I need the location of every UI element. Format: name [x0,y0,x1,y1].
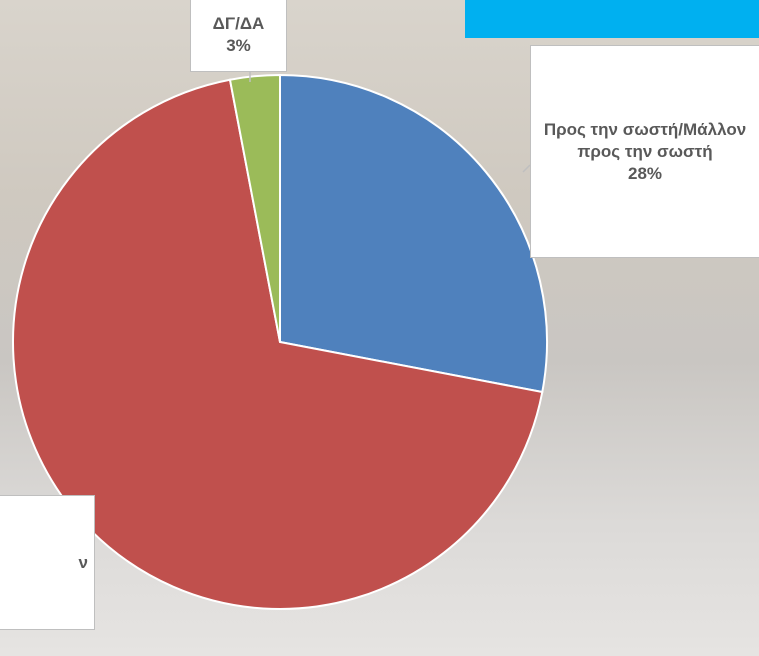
pie-slice [279,73,548,394]
data-label: ΔΓ/ΔΑ 3% [190,0,287,72]
value-label: 28% [627,163,663,183]
leader-line [522,164,531,173]
data-label: Προς την σωστή/Μάλλον προς την σωστή 28% [530,45,759,258]
category-label: Προς την σωστή/Μάλλον προς την σωστή [543,119,747,161]
category-label: ν [78,552,88,572]
data-label: ν [0,495,95,630]
category-label: ΔΓ/ΔΑ [212,14,265,33]
value-label: 3% [226,36,251,55]
pie-slice [228,73,281,343]
header-band [465,0,759,38]
